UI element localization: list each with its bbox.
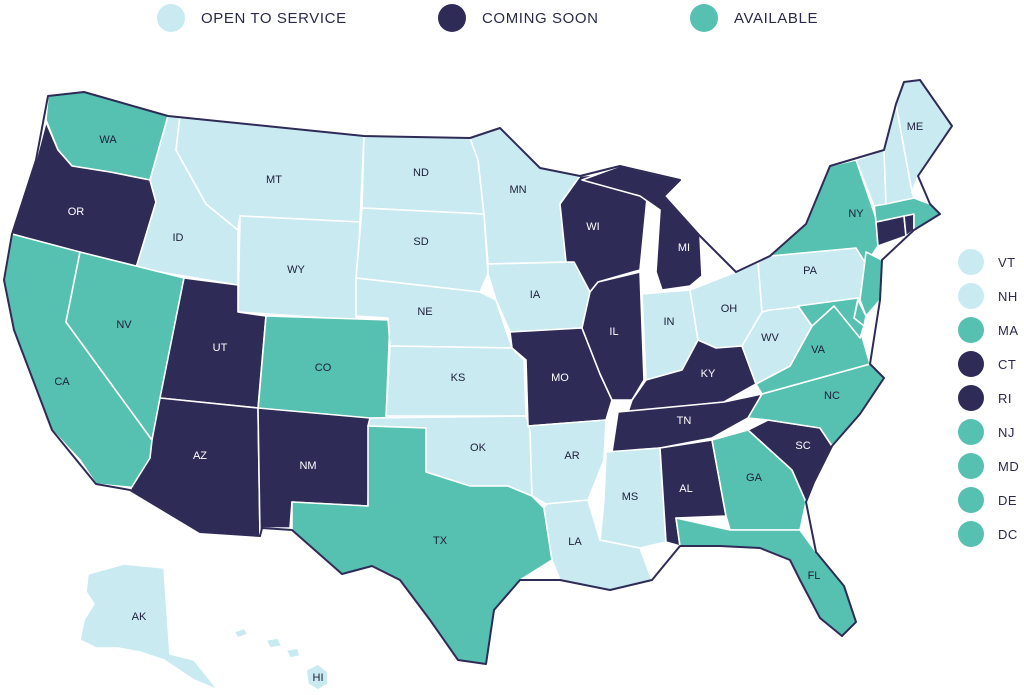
label-OH: OH <box>721 303 738 315</box>
side-legend-swatch <box>958 351 984 377</box>
legend-item-coming-soon: COMING SOON <box>438 4 599 32</box>
label-AR: AR <box>564 450 579 462</box>
label-WI: WI <box>586 221 599 233</box>
label-AL: AL <box>679 483 692 495</box>
side-legend-swatch <box>958 249 984 275</box>
label-ME: ME <box>907 121 924 133</box>
side-legend-swatch <box>958 453 984 479</box>
label-WY: WY <box>287 264 305 276</box>
state-HI[interactable] <box>305 663 329 691</box>
side-legend-row: NH <box>958 282 1018 310</box>
side-legend-row: VT <box>958 248 1016 276</box>
label-WV: WV <box>761 332 779 344</box>
state-NJ[interactable] <box>859 251 883 317</box>
label-UT: UT <box>213 342 228 354</box>
label-NY: NY <box>848 208 864 220</box>
label-AZ: AZ <box>193 450 207 462</box>
label-ID: ID <box>173 232 184 244</box>
status-legend: OPEN TO SERVICE COMING SOON AVAILABLE <box>0 0 1024 40</box>
side-legend-row: MD <box>958 452 1019 480</box>
label-TX: TX <box>433 535 448 547</box>
us-outline <box>3 79 953 665</box>
label-GA: GA <box>746 472 763 484</box>
state-HI-islands <box>233 627 301 659</box>
side-legend-row: DE <box>958 486 1017 514</box>
side-legend-label: MA <box>998 322 1019 338</box>
legend-item-open-to-service: OPEN TO SERVICE <box>157 4 347 32</box>
legend-swatch-soon <box>438 4 466 32</box>
side-legend-row: NJ <box>958 418 1015 446</box>
state-KS[interactable] <box>385 345 527 417</box>
side-legend-label: NJ <box>998 424 1015 440</box>
side-legend-label: VT <box>998 254 1016 270</box>
side-legend-swatch <box>958 283 984 309</box>
label-IL: IL <box>609 326 618 338</box>
side-legend-label: NH <box>998 288 1018 304</box>
legend-label-available: AVAILABLE <box>734 9 819 27</box>
label-NM: NM <box>299 460 316 472</box>
label-MO: MO <box>551 372 569 384</box>
state-SD[interactable] <box>355 207 489 293</box>
side-legend-swatch <box>958 521 984 547</box>
label-VA: VA <box>811 344 826 356</box>
side-legend-label: DE <box>998 492 1018 508</box>
state-MD[interactable] <box>797 297 865 339</box>
side-legend-label: CT <box>998 356 1017 372</box>
side-legend-swatch <box>958 317 984 343</box>
legend-label-open: OPEN TO SERVICE <box>201 9 347 27</box>
side-legend-label: DC <box>998 526 1018 542</box>
label-OK: OK <box>470 442 487 454</box>
label-NC: NC <box>824 390 840 402</box>
side-legend-row: MA <box>958 316 1019 344</box>
side-legend-row: CT <box>958 350 1016 378</box>
legend-swatch-open <box>157 4 185 32</box>
side-legend-swatch <box>958 385 984 411</box>
label-TN: TN <box>677 415 692 427</box>
label-SD: SD <box>413 236 428 248</box>
label-PA: PA <box>803 265 818 277</box>
label-NE: NE <box>417 306 432 318</box>
state-IL[interactable] <box>581 271 645 401</box>
side-legend-swatch <box>958 487 984 513</box>
side-legend-swatch <box>958 419 984 445</box>
label-MT: MT <box>266 174 282 186</box>
label-FL: FL <box>808 570 821 582</box>
label-CO: CO <box>315 362 332 374</box>
legend-swatch-available <box>690 4 718 32</box>
label-KS: KS <box>451 372 466 384</box>
label-MS: MS <box>622 491 639 503</box>
label-WA: WA <box>99 134 117 146</box>
legend-item-available: AVAILABLE <box>690 4 818 32</box>
side-legend-label: RI <box>998 390 1012 406</box>
label-NV: NV <box>116 319 132 331</box>
label-OR: OR <box>68 206 85 218</box>
label-MN: MN <box>509 184 526 196</box>
label-IA: IA <box>530 289 541 301</box>
label-ND: ND <box>413 167 429 179</box>
state-FL[interactable] <box>675 517 857 637</box>
side-legend-label: MD <box>998 458 1020 474</box>
label-SC: SC <box>795 440 810 452</box>
state-AK[interactable] <box>79 563 219 691</box>
label-HI: HI <box>313 672 324 684</box>
label-KY: KY <box>701 368 716 380</box>
label-IN: IN <box>664 316 675 328</box>
label-CA: CA <box>54 376 70 388</box>
legend-label-soon: COMING SOON <box>482 9 599 27</box>
side-legend-row: DC <box>958 520 1018 548</box>
label-LA: LA <box>568 536 582 548</box>
state-AR[interactable] <box>527 419 607 505</box>
label-AK: AK <box>132 611 147 623</box>
side-legend-row: RI <box>958 384 1012 412</box>
label-MI: MI <box>678 242 690 254</box>
